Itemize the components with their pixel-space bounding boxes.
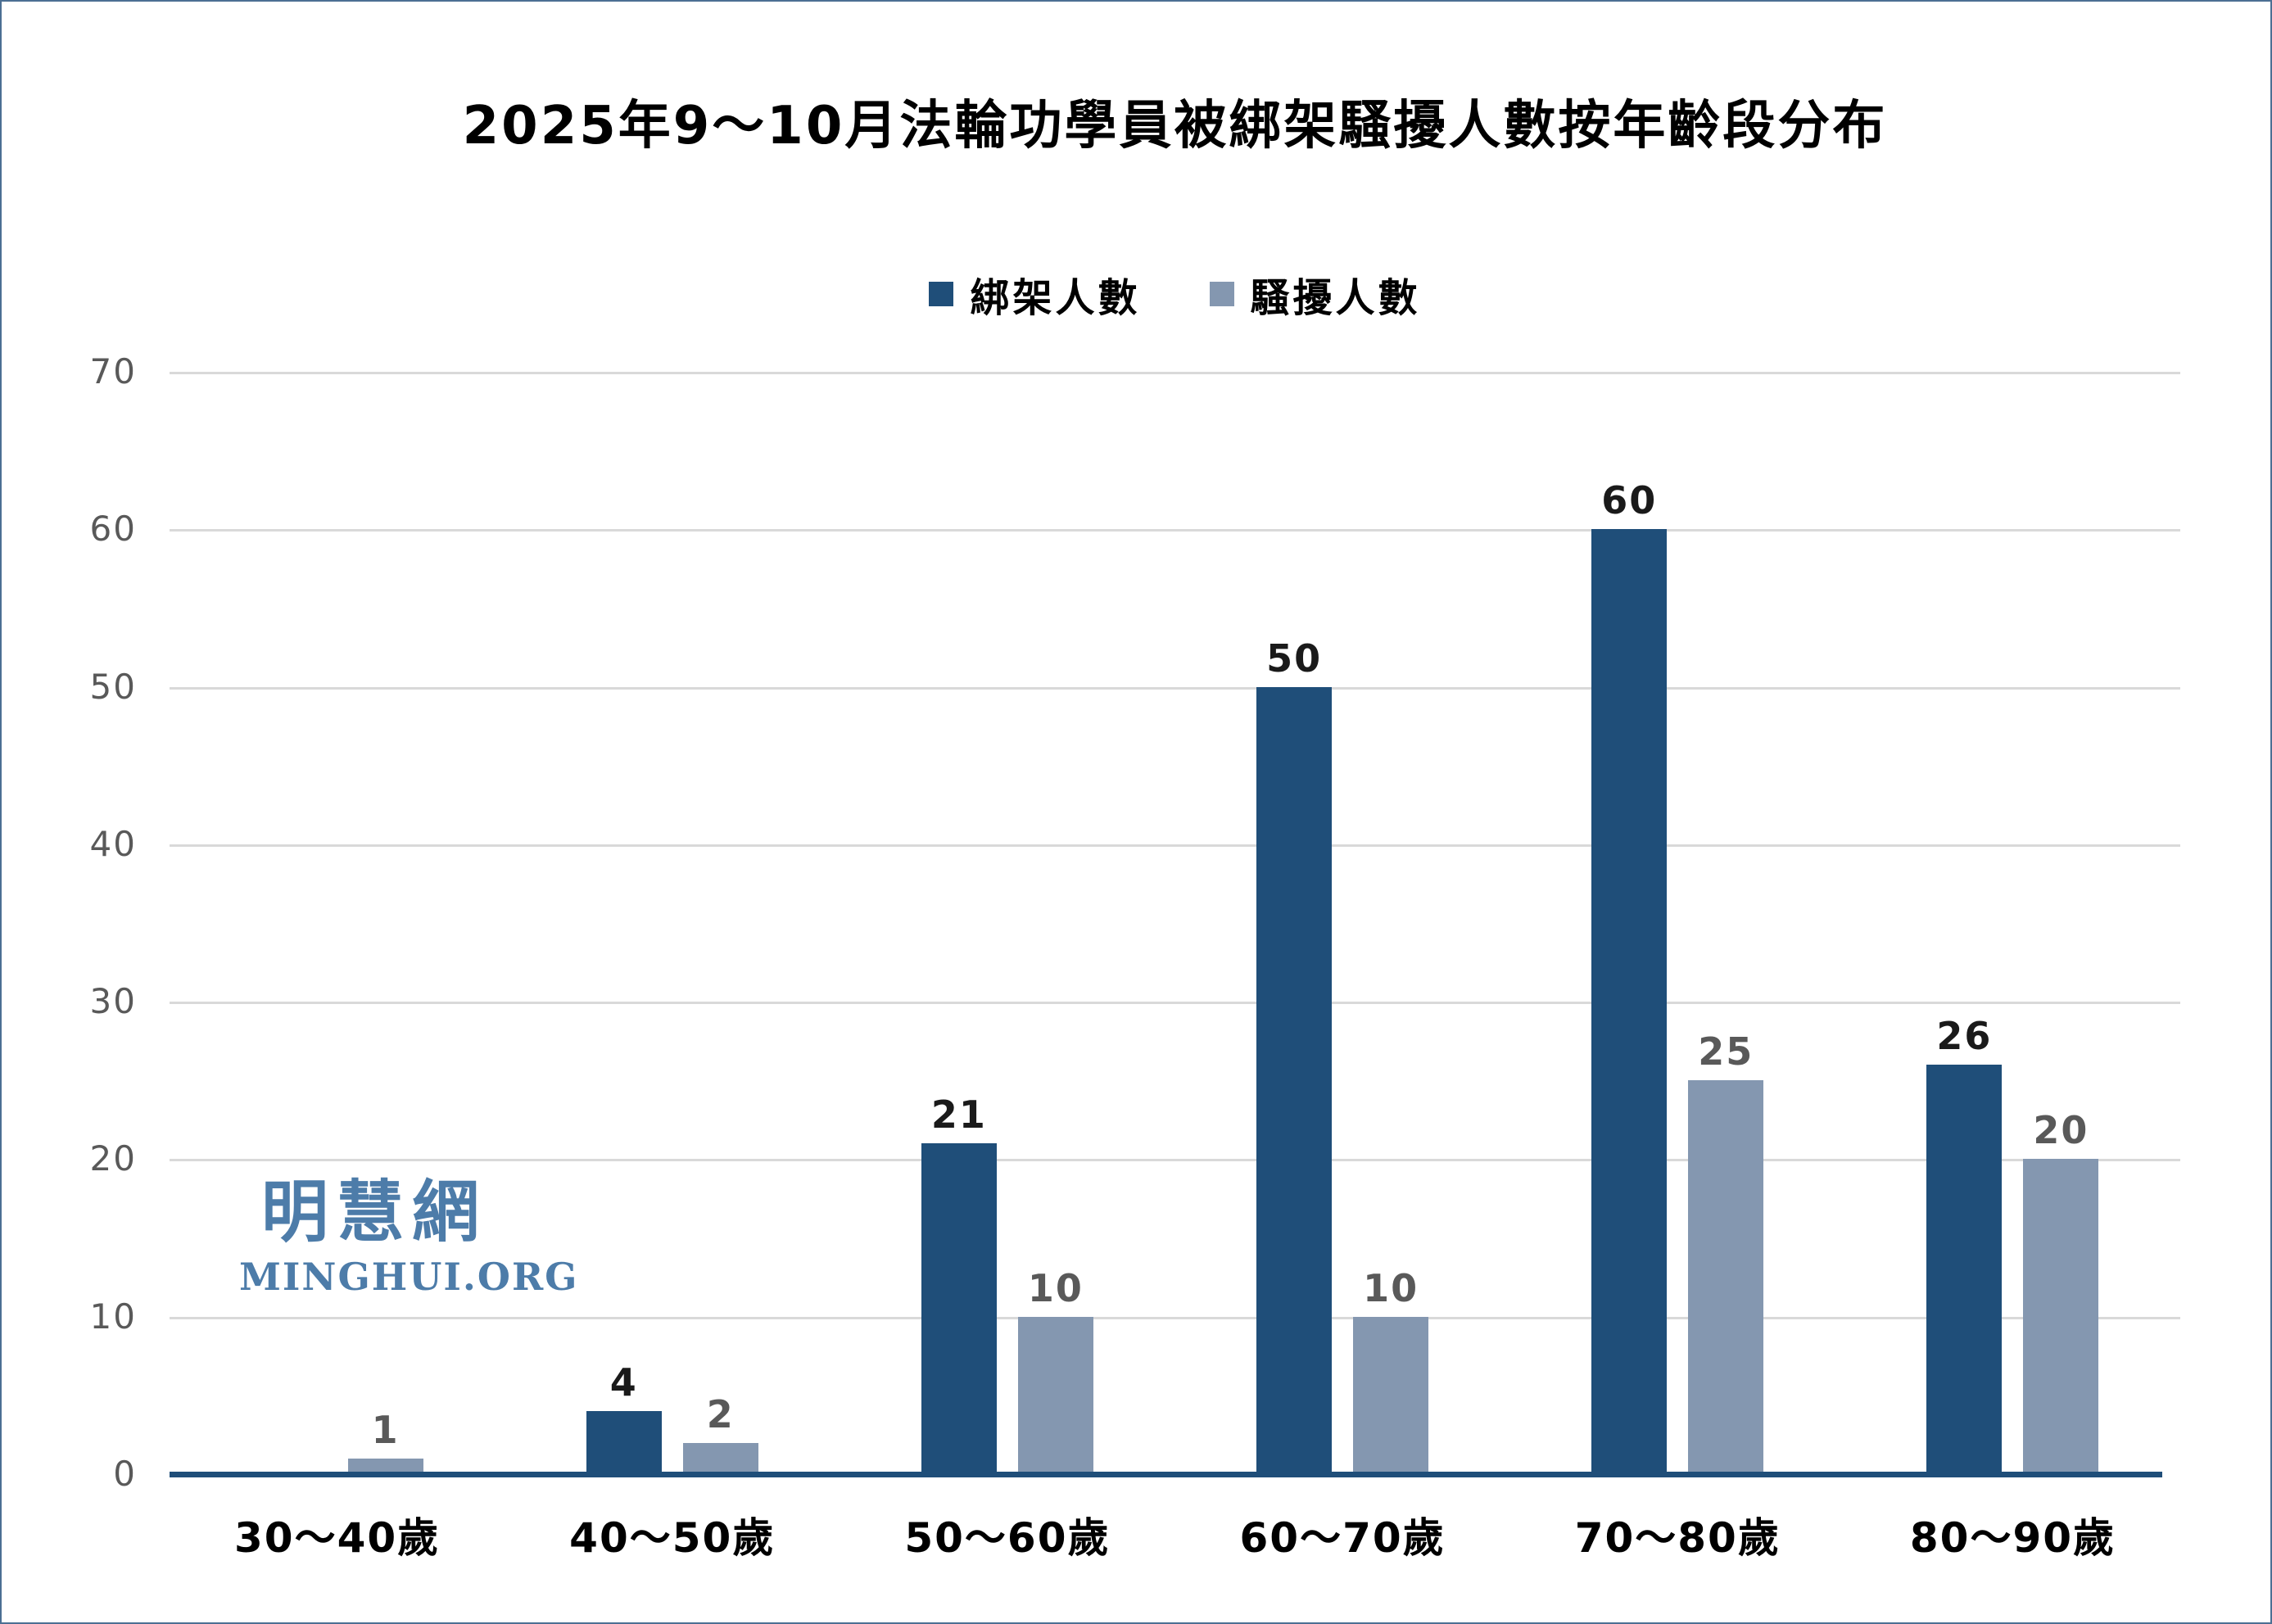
- legend-item-kidnapped: 綁架人數: [929, 265, 1140, 323]
- bar-cell: 26: [1926, 372, 2003, 1474]
- kidnapped-bar: [1591, 529, 1668, 1474]
- x-category-label-6: 80～90歲: [1909, 1514, 2116, 1562]
- legend-swatch-harassed-icon: [1209, 282, 1234, 306]
- legend: 綁架人數 騷擾人數: [170, 265, 2180, 323]
- bar-value-label: 21: [930, 1092, 987, 1138]
- y-tick-label-50: 50: [89, 666, 137, 707]
- gridline-10: [170, 1316, 2180, 1319]
- bar-cell: 50: [1256, 372, 1333, 1474]
- bar-cell: 10: [1017, 372, 1093, 1474]
- x-category-label-3: 50～60歲: [904, 1514, 1111, 1562]
- harassed-bar: [1688, 1080, 1764, 1474]
- gridline-50: [170, 686, 2180, 690]
- bar-value-label: 1: [371, 1407, 400, 1452]
- bar-group-5: 60 25: [1510, 372, 1845, 1474]
- gridline-60: [170, 529, 2180, 532]
- bar-value-label: 60: [1601, 478, 1658, 523]
- bar-cell: [251, 372, 327, 1474]
- kidnapped-bar: [921, 1143, 997, 1474]
- watermark-chinese: 明慧網: [260, 1174, 487, 1251]
- y-tick-label-30: 30: [89, 981, 137, 1022]
- harassed-bar: [1017, 1316, 1093, 1474]
- bar-cell: 4: [586, 372, 662, 1474]
- x-category-label-4: 60～70歲: [1239, 1514, 1446, 1562]
- kidnapped-bar: [586, 1411, 662, 1474]
- bar-value-label: 50: [1266, 636, 1323, 681]
- x-category-label-5: 70～80歲: [1574, 1514, 1781, 1562]
- harassed-bar: [347, 1458, 423, 1474]
- bar-cell: 25: [1688, 372, 1764, 1474]
- bar-groups: 1 4 2 21 10 50 10 60 25 26 20: [170, 372, 2180, 1474]
- harassed-bar: [682, 1442, 758, 1474]
- y-tick-label-70: 70: [89, 351, 137, 391]
- y-tick-label-10: 10: [89, 1296, 137, 1337]
- y-tick-label-20: 20: [89, 1138, 137, 1179]
- bar-value-label: 2: [706, 1391, 735, 1436]
- bar-cell: 20: [2023, 372, 2099, 1474]
- bar-cell: 2: [682, 372, 758, 1474]
- legend-swatch-kidnapped-icon: [929, 282, 954, 306]
- legend-label-kidnapped: 綁架人數: [970, 275, 1141, 321]
- watermark: 明慧網 MINGHUI.ORG: [239, 1174, 579, 1299]
- kidnapped-bar: [1926, 1065, 2003, 1474]
- bar-cell: 60: [1591, 372, 1668, 1474]
- y-tick-label-60: 60: [89, 509, 137, 550]
- harassed-bar: [1353, 1316, 1429, 1474]
- x-axis-line: [170, 1472, 2162, 1477]
- bar-value-label: 25: [1698, 1029, 1754, 1074]
- gridline-30: [170, 1002, 2180, 1005]
- x-category-label-1: 30～40歲: [234, 1514, 441, 1562]
- gridline-40: [170, 844, 2180, 847]
- gridline-20: [170, 1159, 2180, 1162]
- bar-group-3: 21 10: [840, 372, 1174, 1474]
- bar-value-label: 26: [1936, 1014, 1993, 1059]
- kidnapped-bar: [1256, 686, 1333, 1474]
- bar-value-label: 4: [609, 1360, 638, 1405]
- y-tick-label-0: 0: [113, 1454, 137, 1494]
- bar-cell: 21: [921, 372, 997, 1474]
- legend-item-harassed: 騷擾人數: [1209, 265, 1421, 323]
- chart-title: 2025年9～10月法輪功學員被綁架騷擾人數按年齡段分布: [462, 96, 1888, 156]
- y-tick-label-40: 40: [89, 823, 137, 864]
- bar-value-label: 10: [1363, 1265, 1419, 1310]
- bar-cell: 1: [347, 372, 423, 1474]
- x-axis-labels: 30～40歲 40～50歲 50～60歲 60～70歲 70～80歲 80～90歲: [170, 1505, 2180, 1564]
- bar-value-label: 20: [2033, 1108, 2089, 1153]
- bar-group-1: 1: [170, 372, 505, 1474]
- legend-label-harassed: 騷擾人數: [1250, 275, 1421, 321]
- plot-area: 1 4 2 21 10 50 10 60 25 26 20: [170, 372, 2180, 1474]
- bar-group-4: 50 10: [1175, 372, 1510, 1474]
- bar-value-label: 10: [1027, 1265, 1084, 1310]
- x-category-label-2: 40～50歲: [569, 1514, 776, 1562]
- gridline-70: [170, 372, 2180, 374]
- bar-cell: 10: [1353, 372, 1429, 1474]
- y-axis-labels: 0 10 20 30 40 50 60 70: [2, 2, 137, 1622]
- bar-group-6: 26 20: [1845, 372, 2180, 1474]
- harassed-bar: [2023, 1159, 2099, 1474]
- watermark-latin: MINGHUI.ORG: [239, 1255, 579, 1299]
